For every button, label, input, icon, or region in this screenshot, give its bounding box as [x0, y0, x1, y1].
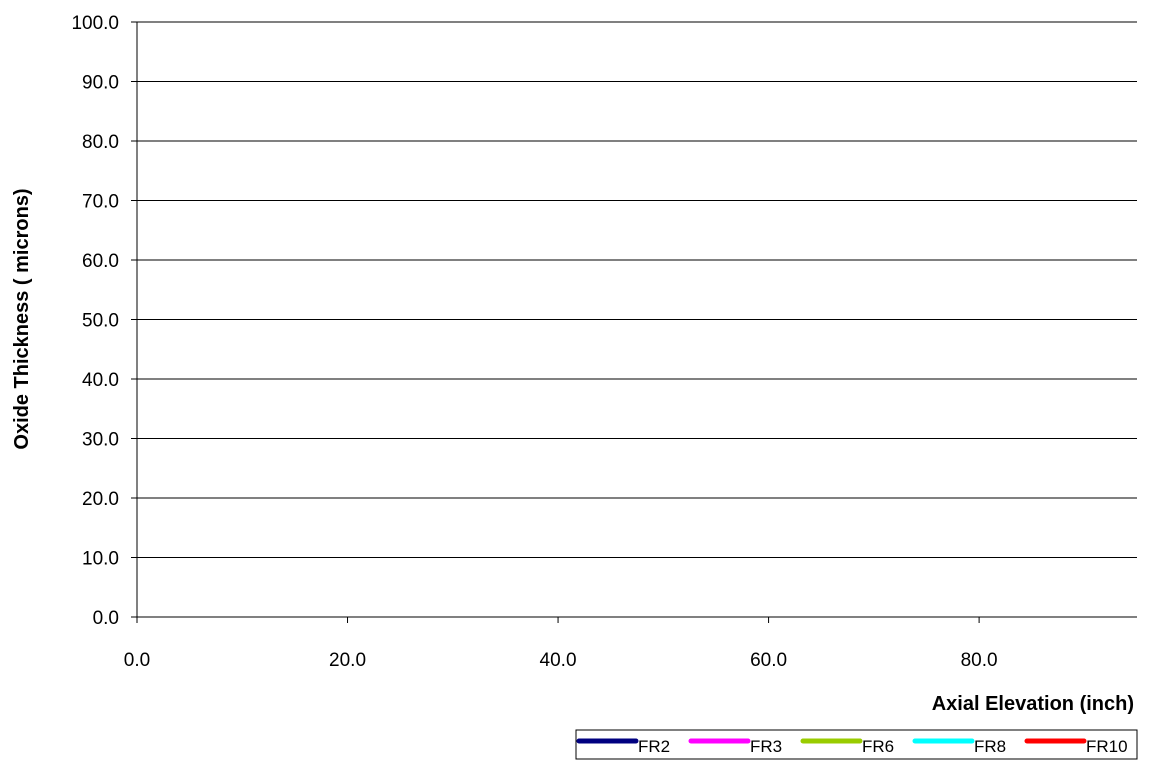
legend: FR2 FR3 FR6 FR8 FR10: [575, 729, 1138, 760]
x-tick-label: 60.0: [750, 650, 787, 671]
x-tick-label: 0.0: [124, 650, 150, 671]
y-tick-label: 80.0: [82, 132, 119, 153]
legend-box: [575, 729, 1138, 760]
y-tick-label: 20.0: [82, 489, 119, 510]
gridlines: [137, 21, 1137, 558]
x-axis-title: Axial Elevation (inch): [932, 693, 1134, 715]
y-tick-label: 50.0: [82, 311, 119, 332]
y-tick-labels: 0.0 10.0 20.0 30.0 40.0 50.0 60.0 70.0 80.0 90.0 1…: [71, 13, 119, 629]
x-tick-label: 80.0: [961, 650, 998, 671]
axes: [131, 21, 1137, 623]
legend-label-fr8: FR8: [974, 737, 1006, 756]
y-axis-title: Oxide Thickness ( microns): [11, 188, 33, 449]
x-tick-label: 40.0: [540, 650, 577, 671]
legend-label-fr3: FR3: [750, 737, 782, 756]
y-tick-label: 30.0: [82, 430, 119, 451]
y-tick-label: 40.0: [82, 370, 119, 391]
y-tick-label: 60.0: [82, 251, 119, 272]
legend-label-fr6: FR6: [862, 737, 894, 756]
legend-label-fr10: FR10: [1086, 737, 1128, 756]
y-tick-label: 90.0: [82, 73, 119, 94]
y-tick-label: 0.0: [93, 608, 119, 629]
x-tick-labels: 0.0 20.0 40.0 60.0 80.0: [124, 650, 998, 671]
y-tick-label: 70.0: [82, 192, 119, 213]
legend-label-fr2: FR2: [638, 737, 670, 756]
x-tick-label: 20.0: [329, 650, 366, 671]
y-tick-label: 10.0: [82, 549, 119, 570]
y-tick-label: 100.0: [71, 13, 119, 34]
